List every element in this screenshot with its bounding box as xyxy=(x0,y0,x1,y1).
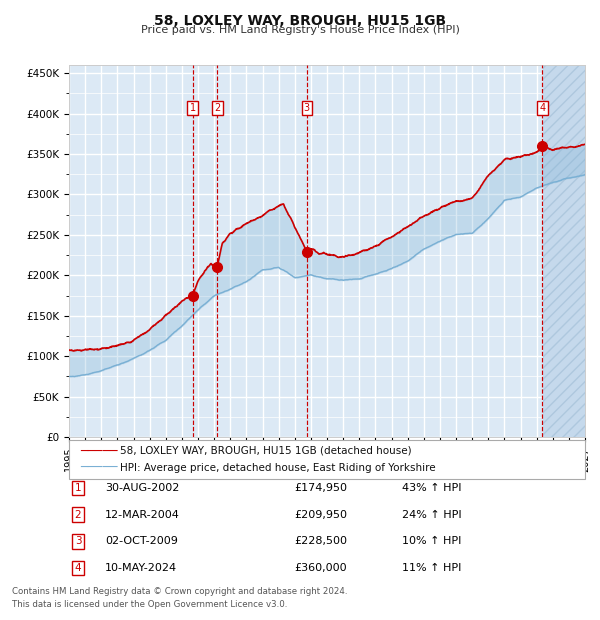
Text: £228,500: £228,500 xyxy=(294,536,347,546)
Text: HPI: Average price, detached house, East Riding of Yorkshire: HPI: Average price, detached house, East… xyxy=(120,463,436,473)
Text: This data is licensed under the Open Government Licence v3.0.: This data is licensed under the Open Gov… xyxy=(12,600,287,609)
Text: 10-MAY-2024: 10-MAY-2024 xyxy=(105,563,177,573)
Text: £174,950: £174,950 xyxy=(294,483,347,493)
Text: £360,000: £360,000 xyxy=(294,563,347,573)
Text: 1: 1 xyxy=(74,483,82,493)
Text: 11% ↑ HPI: 11% ↑ HPI xyxy=(402,563,461,573)
Text: 30-AUG-2002: 30-AUG-2002 xyxy=(105,483,179,493)
Text: 10% ↑ HPI: 10% ↑ HPI xyxy=(402,536,461,546)
Text: 3: 3 xyxy=(74,536,82,546)
Text: 58, LOXLEY WAY, BROUGH, HU15 1GB: 58, LOXLEY WAY, BROUGH, HU15 1GB xyxy=(154,14,446,28)
Text: ─────: ───── xyxy=(80,461,118,474)
Text: ─────: ───── xyxy=(80,445,118,458)
Text: 4: 4 xyxy=(74,563,82,573)
Text: 2: 2 xyxy=(214,103,220,113)
Text: 12-MAR-2004: 12-MAR-2004 xyxy=(105,510,180,520)
Text: £209,950: £209,950 xyxy=(294,510,347,520)
Text: 24% ↑ HPI: 24% ↑ HPI xyxy=(402,510,461,520)
Text: Contains HM Land Registry data © Crown copyright and database right 2024.: Contains HM Land Registry data © Crown c… xyxy=(12,587,347,596)
Text: 58, LOXLEY WAY, BROUGH, HU15 1GB (detached house): 58, LOXLEY WAY, BROUGH, HU15 1GB (detach… xyxy=(120,446,412,456)
Text: 43% ↑ HPI: 43% ↑ HPI xyxy=(402,483,461,493)
Text: 1: 1 xyxy=(190,103,196,113)
Text: 3: 3 xyxy=(304,103,310,113)
Text: 4: 4 xyxy=(539,103,545,113)
Text: 02-OCT-2009: 02-OCT-2009 xyxy=(105,536,178,546)
Text: 2: 2 xyxy=(74,510,82,520)
Text: Price paid vs. HM Land Registry's House Price Index (HPI): Price paid vs. HM Land Registry's House … xyxy=(140,25,460,35)
